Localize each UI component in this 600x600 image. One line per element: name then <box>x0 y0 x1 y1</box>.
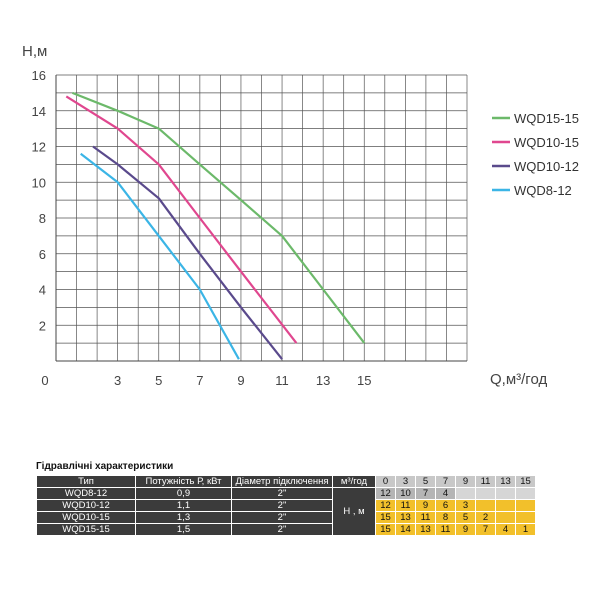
h-empty <box>515 511 536 524</box>
h-empty <box>515 499 536 512</box>
legend-label: WQD10-15 <box>514 135 579 150</box>
y-tick-label: 2 <box>39 318 46 333</box>
row-diameter: 2" <box>231 499 333 512</box>
table-row: WQD15-15 1,5 2" 15 14 13 11 9 7 4 1 <box>36 523 536 536</box>
h-value: 14 <box>395 523 416 536</box>
x-tick-label: 9 <box>237 373 244 388</box>
q-value: 5 <box>415 475 436 488</box>
h-value: 15 <box>375 523 396 536</box>
h-value: 15 <box>375 511 396 524</box>
h-value: 12 <box>375 487 396 500</box>
h-empty <box>475 499 496 512</box>
chart-grid <box>56 74 468 361</box>
header-power: Потужність Р, кВт <box>135 475 232 488</box>
series-line-wqd15-15 <box>71 91 366 344</box>
legend-label: WQD8-12 <box>514 183 572 198</box>
y-tick-label: 8 <box>39 211 46 226</box>
h-empty <box>495 511 516 524</box>
x-tick-label: 11 <box>275 373 289 388</box>
h-value: 11 <box>395 499 416 512</box>
y-axis-title: Н,м <box>22 43 47 60</box>
h-empty <box>515 487 536 500</box>
h-value: 6 <box>435 499 456 512</box>
q-value: 11 <box>475 475 496 488</box>
series-line-wqd8-12 <box>80 152 240 360</box>
hydraulic-table-section: Гідравлічні характеристики Тип Потужніст… <box>36 461 576 536</box>
h-value: 11 <box>435 523 456 536</box>
row-diameter: 2" <box>231 487 333 500</box>
table-row: WQD10-12 1,1 2" 12 11 9 6 3 <box>36 499 536 512</box>
row-type: WQD10-15 <box>36 511 136 524</box>
series-line-wqd10-12 <box>92 145 283 360</box>
x-tick-label: 15 <box>357 373 371 388</box>
x-tick-label: 5 <box>155 373 162 388</box>
header-diameter: Діаметр підключення <box>231 475 333 488</box>
h-value: 4 <box>495 523 516 536</box>
y-tick-labels: 2 4 6 8 10 12 14 16 <box>32 68 46 333</box>
q-value: 15 <box>515 475 536 488</box>
q-value: 3 <box>395 475 416 488</box>
h-unit-cell: Н , м <box>332 487 376 536</box>
h-value: 9 <box>415 499 436 512</box>
x-tick-label: 13 <box>316 373 330 388</box>
table-header-row: Тип Потужність Р, кВт Діаметр підключенн… <box>36 475 536 488</box>
h-value: 10 <box>395 487 416 500</box>
h-empty <box>475 487 496 500</box>
header-type: Тип <box>36 475 136 488</box>
h-value: 7 <box>415 487 436 500</box>
pump-curve-chart: 0 3 5 7 9 11 13 15 2 4 6 8 10 12 14 16 WQD15-15 WQD10-1… <box>22 43 579 388</box>
series-line-wqd10-15 <box>65 95 298 344</box>
table-row: WQD8-12 0,9 2" Н , м 12 10 7 4 <box>36 487 536 536</box>
y-tick-label: 16 <box>32 68 46 83</box>
row-power: 1,3 <box>135 511 232 524</box>
legend-label: WQD15-15 <box>514 111 579 126</box>
h-value: 13 <box>395 511 416 524</box>
h-value: 12 <box>375 499 396 512</box>
row-type: WQD15-15 <box>36 523 136 536</box>
h-value: 1 <box>515 523 536 536</box>
h-value: 3 <box>455 499 476 512</box>
legend-label: WQD10-12 <box>514 159 579 174</box>
row-power: 1,1 <box>135 499 232 512</box>
row-diameter: 2" <box>231 511 333 524</box>
h-value: 8 <box>435 511 456 524</box>
row-diameter: 2" <box>231 523 333 536</box>
x-tick-labels: 0 3 5 7 9 11 13 15 <box>41 373 371 388</box>
x-axis-title: Q,м³/год <box>490 371 547 388</box>
chart-axes <box>55 75 467 362</box>
h-value: 5 <box>455 511 476 524</box>
x-tick-label: 0 <box>41 373 48 388</box>
row-power: 1,5 <box>135 523 232 536</box>
h-value: 4 <box>435 487 456 500</box>
legend: WQD15-15 WQD10-15 WQD10-12 WQD8-12 <box>492 111 579 198</box>
q-value: 0 <box>375 475 396 488</box>
h-empty <box>455 487 476 500</box>
h-value: 2 <box>475 511 496 524</box>
h-empty <box>495 487 516 500</box>
row-power: 0,9 <box>135 487 232 500</box>
y-tick-label: 6 <box>39 247 46 262</box>
h-value: 7 <box>475 523 496 536</box>
y-tick-label: 14 <box>32 104 46 119</box>
q-value: 9 <box>455 475 476 488</box>
x-tick-label: 3 <box>114 373 121 388</box>
q-value: 13 <box>495 475 516 488</box>
y-tick-label: 4 <box>39 283 46 298</box>
h-value: 13 <box>415 523 436 536</box>
y-tick-label: 12 <box>32 140 46 155</box>
y-tick-label: 10 <box>32 175 46 190</box>
q-value: 7 <box>435 475 456 488</box>
table-row: WQD10-15 1,3 2" 15 13 11 8 5 2 <box>36 511 536 524</box>
header-q-unit: м³/год <box>332 475 376 488</box>
row-type: WQD8-12 <box>36 487 136 500</box>
h-value: 9 <box>455 523 476 536</box>
h-empty <box>495 499 516 512</box>
hydraulic-table: Тип Потужність Р, кВт Діаметр підключенн… <box>36 475 536 536</box>
row-type: WQD10-12 <box>36 499 136 512</box>
h-value: 11 <box>415 511 436 524</box>
table-title: Гідравлічні характеристики <box>36 461 174 472</box>
series-lines <box>65 91 366 360</box>
x-tick-label: 7 <box>196 373 203 388</box>
